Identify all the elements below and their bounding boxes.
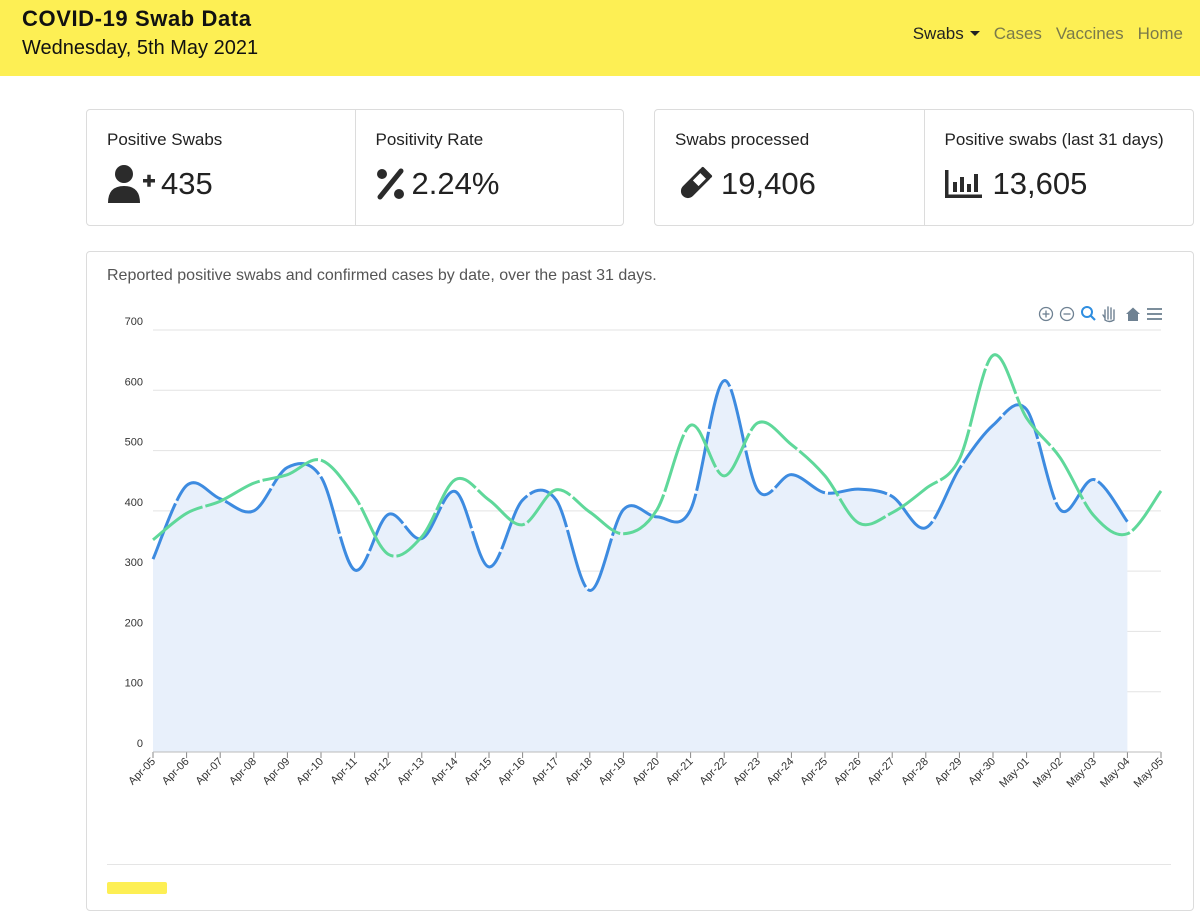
y-tick-label: 0: [137, 738, 143, 750]
nav-swabs-dropdown[interactable]: Swabs: [906, 24, 987, 44]
stat-label: Positive swabs (last 31 days): [944, 130, 1164, 149]
stats-card-group-right: Swabs processed 19,406 Positive swabs (l…: [654, 109, 1194, 226]
chart-series-lines: [151, 353, 1163, 592]
x-tick-label: Apr-27: [865, 756, 897, 788]
series-1-area: [153, 380, 1128, 752]
nav-swabs-label: Swabs: [912, 24, 964, 43]
stats-card-group-left: Positive Swabs 435 Positivity Rate: [86, 109, 624, 226]
x-tick-label: Apr-22: [697, 756, 729, 788]
x-tick-label: Apr-15: [462, 756, 494, 788]
user-plus-icon: [107, 162, 157, 206]
stat-positivity-rate: Positivity Rate 2.24%: [354, 110, 624, 225]
y-tick-label: 400: [125, 497, 143, 509]
stat-positive-31-days: Positive swabs (last 31 days) 13,605: [923, 110, 1194, 225]
stat-swabs-processed: Swabs processed 19,406: [655, 110, 924, 225]
x-tick-label: Apr-30: [966, 756, 998, 788]
x-tick-label: May-05: [1132, 756, 1166, 790]
nav-home[interactable]: Home: [1137, 24, 1183, 43]
x-tick-label: May-01: [997, 756, 1031, 790]
stat-positive-swabs: Positive Swabs 435: [87, 110, 355, 225]
chart-toolbar: [1038, 306, 1162, 323]
legend-swatch: [107, 882, 167, 894]
stat-label: Positivity Rate: [375, 130, 484, 149]
x-tick-label: May-02: [1031, 756, 1065, 790]
chart-area-fills: [153, 380, 1128, 752]
x-tick-label: Apr-20: [630, 756, 662, 788]
x-tick-label: Apr-11: [328, 756, 359, 787]
x-tick-label: Apr-14: [429, 756, 461, 788]
x-tick-label: Apr-10: [294, 756, 326, 788]
x-tick-label: Apr-29: [933, 756, 965, 788]
x-tick-label: Apr-05: [126, 756, 158, 788]
stat-value: 13,605: [992, 166, 1088, 201]
y-tick-label: 500: [125, 437, 143, 449]
x-tick-label: Apr-09: [261, 756, 293, 788]
y-tick-label: 700: [125, 316, 143, 328]
card-divider: [107, 864, 1171, 865]
stat-value: 19,406: [721, 166, 816, 201]
x-tick-label: Apr-12: [361, 756, 393, 788]
x-tick-label: Apr-26: [832, 756, 864, 788]
nav-cases[interactable]: Cases: [993, 24, 1042, 43]
x-tick-label: Apr-28: [899, 756, 931, 788]
series-2-line: [152, 353, 1163, 558]
x-tick-label: Apr-13: [395, 756, 427, 788]
y-tick-label: 100: [125, 678, 143, 690]
x-tick-label: Apr-18: [563, 756, 595, 788]
main-nav: Swabs Cases Vaccines Home: [906, 24, 1190, 44]
x-tick-label: Apr-23: [731, 756, 763, 788]
chart-card: Reported positive swabs and confirmed ca…: [86, 251, 1194, 911]
x-tick-label: Apr-16: [496, 756, 528, 788]
test-tube-icon: [675, 162, 717, 206]
caret-down-icon: [969, 31, 980, 36]
zoom-in-icon[interactable]: [1038, 306, 1054, 322]
x-tick-label: May-03: [1064, 756, 1098, 790]
x-tick-label: Apr-06: [160, 756, 192, 788]
chart-caption: Reported positive swabs and confirmed ca…: [107, 267, 657, 284]
bar-chart-icon: [944, 162, 989, 206]
y-tick-label: 300: [125, 557, 143, 569]
y-axis: 0 100 200 300 400 500 600 700: [125, 316, 143, 750]
top-navbar: COVID-19 Swab Data Wednesday, 5th May 20…: [0, 0, 1200, 76]
app-title[interactable]: COVID-19 Swab Data: [22, 6, 252, 31]
x-tick-label: Apr-07: [193, 756, 225, 788]
stat-value: 2.24%: [411, 166, 500, 201]
y-tick-label: 600: [125, 376, 143, 388]
pan-hand-icon[interactable]: [1102, 306, 1115, 323]
menu-icon[interactable]: [1147, 308, 1162, 320]
x-tick-label: Apr-17: [529, 756, 561, 788]
stat-label: Swabs processed: [675, 130, 810, 149]
x-tick-label: Apr-08: [227, 756, 259, 788]
stat-label: Positive Swabs: [107, 130, 223, 149]
x-axis: Apr-05 Apr-06 Apr-07 Apr-08 Apr-09 Apr-10 Apr-…: [126, 751, 1166, 790]
x-tick-label: Apr-21: [664, 756, 696, 788]
nav-vaccines[interactable]: Vaccines: [1055, 24, 1124, 43]
percent-icon: [376, 162, 408, 206]
zoom-out-icon[interactable]: [1059, 306, 1075, 322]
x-tick-label: May-04: [1098, 756, 1132, 790]
report-date: Wednesday, 5th May 2021: [22, 37, 259, 59]
series-1-line: [151, 379, 1129, 592]
stat-value: 435: [161, 166, 213, 201]
x-tick-label: Apr-25: [798, 756, 830, 788]
y-tick-label: 200: [125, 617, 143, 629]
x-tick-label: Apr-24: [765, 756, 797, 788]
magnifier-icon[interactable]: [1081, 306, 1096, 321]
x-tick-label: Apr-19: [597, 756, 629, 788]
reset-home-icon[interactable]: [1126, 307, 1140, 322]
